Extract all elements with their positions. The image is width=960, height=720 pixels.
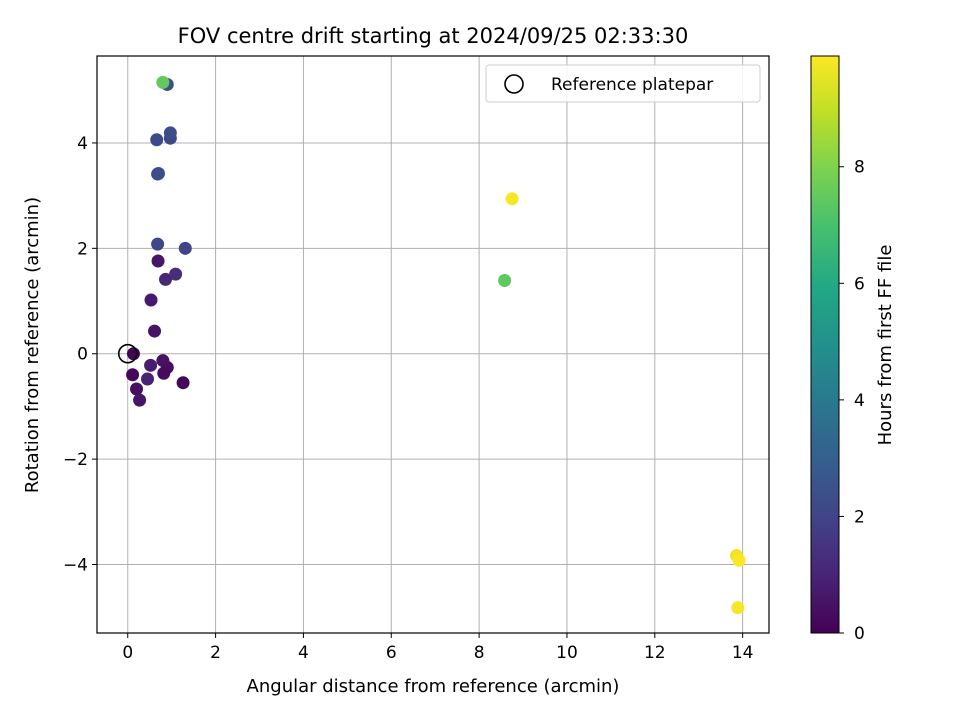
data-point <box>144 293 158 307</box>
legend-reference-marker-icon <box>504 74 524 94</box>
data-point <box>731 601 745 615</box>
data-point <box>141 372 155 386</box>
x-tick-label: 14 <box>732 643 754 663</box>
y-axis-ticks: −4 −2 0 2 4 <box>63 134 97 575</box>
data-point <box>151 237 165 251</box>
colorbar-tick-label: 0 <box>854 624 865 644</box>
data-point <box>150 133 164 147</box>
x-tick-label: 10 <box>556 643 578 663</box>
data-point <box>156 75 170 89</box>
data-point <box>732 553 746 567</box>
colorbar-ticks: 0 2 4 6 8 <box>839 158 865 644</box>
x-tick-label: 8 <box>474 643 485 663</box>
colorbar-tick-label: 6 <box>854 274 865 294</box>
data-point <box>505 192 519 206</box>
x-axis-ticks: 0 2 4 6 8 10 12 14 <box>122 633 753 663</box>
x-tick-label: 4 <box>298 643 309 663</box>
x-tick-label: 2 <box>210 643 221 663</box>
data-point <box>169 267 183 281</box>
colorbar-label: Hours from first FF file <box>875 245 896 446</box>
reference-point-marker <box>117 343 138 364</box>
colorbar-tick-label: 8 <box>854 158 865 178</box>
data-point <box>498 273 512 287</box>
data-point <box>178 241 192 255</box>
colorbar: 0 2 4 6 8 Hours from first FF file <box>810 55 896 644</box>
data-point <box>157 366 171 380</box>
data-points <box>126 75 746 615</box>
data-point <box>163 126 177 140</box>
legend-entry-reference: Reference platepar <box>551 75 713 95</box>
legend-box <box>485 64 761 103</box>
grid-lines <box>97 56 769 633</box>
data-point <box>144 358 158 372</box>
plot-frame <box>96 55 770 634</box>
y-tick-label: 2 <box>77 239 88 259</box>
colorbar-tick-label: 2 <box>854 507 865 527</box>
chart-title: FOV centre drift starting at 2024/09/25 … <box>178 24 689 48</box>
data-point <box>151 167 165 181</box>
data-point <box>148 324 162 338</box>
x-tick-label: 12 <box>644 643 666 663</box>
data-point <box>151 254 165 268</box>
y-tick-label: −2 <box>63 450 88 470</box>
data-point <box>159 272 173 286</box>
data-point <box>133 393 147 407</box>
legend: Reference platepar <box>485 64 761 103</box>
x-tick-label: 0 <box>122 643 133 663</box>
data-point <box>126 368 140 382</box>
data-point <box>130 382 144 396</box>
x-tick-label: 6 <box>386 643 397 663</box>
y-tick-label: −4 <box>63 555 88 575</box>
x-axis-label: Angular distance from reference (arcmin) <box>247 676 620 697</box>
data-point <box>126 347 140 361</box>
colorbar-tick-label: 4 <box>854 391 865 411</box>
y-tick-label: 4 <box>77 134 88 154</box>
y-axis-label: Rotation from reference (arcmin) <box>22 197 43 493</box>
colorbar-gradient <box>810 55 840 634</box>
data-point <box>176 376 190 390</box>
y-tick-label: 0 <box>77 345 88 365</box>
